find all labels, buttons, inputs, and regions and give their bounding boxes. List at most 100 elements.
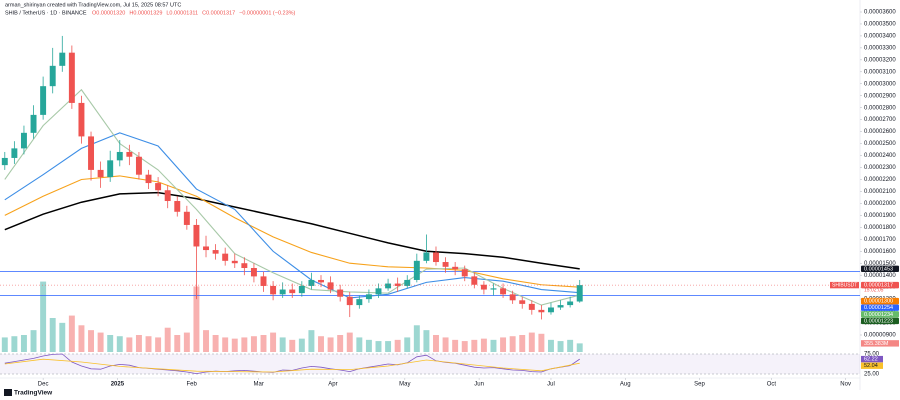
volume-bar (289, 339, 296, 352)
volume-bar (20, 335, 27, 352)
x-tick-label: 2025 (111, 382, 125, 388)
price-label-box (861, 311, 899, 318)
candle-body (509, 294, 516, 301)
y-tick-label: 0.00002500 (864, 141, 896, 147)
moving-average (4, 88, 580, 306)
y-tick-label: 0.00002900 (864, 93, 896, 99)
y-tick-label: 0.00002300 (864, 165, 896, 171)
x-tick-label: Feb (186, 382, 197, 388)
volume-bar (480, 338, 487, 352)
volume-bar (49, 318, 56, 352)
candle-body (231, 260, 238, 264)
candle-body (174, 201, 181, 212)
candle-body (576, 285, 583, 302)
attribution: arman_shirinyan created with TradingView… (5, 2, 181, 8)
candle-body (203, 246, 209, 251)
candle-body (241, 263, 248, 269)
candle-body (327, 282, 334, 290)
candle-body (260, 276, 267, 286)
volume-label-box (861, 340, 899, 347)
candle-body (442, 262, 449, 267)
price-label: 0.00001223 (864, 318, 893, 324)
x-tick-label: Aug (620, 382, 631, 388)
x-tick-label: Dec (38, 382, 49, 388)
candle-body (423, 252, 430, 261)
volume-bar (174, 335, 181, 352)
volume-bar (298, 338, 305, 352)
volume-bar (337, 335, 344, 352)
volume-bar (375, 341, 382, 352)
x-tick-label: Jun (474, 382, 484, 388)
ohlc-value: O0.00001320 (92, 10, 125, 16)
y-tick-label: 0.00001700 (864, 237, 896, 243)
y-tick-label: 0.00003000 (864, 81, 896, 87)
volume-bar (365, 339, 372, 352)
y-tick-label: 0.00001400 (864, 273, 896, 279)
y-tick-label: 0.00001600 (864, 249, 896, 255)
candle-body (164, 190, 171, 202)
volume-bar (557, 341, 564, 352)
volume-bar (442, 337, 449, 352)
candle-body (40, 86, 47, 115)
candle-body (346, 296, 353, 306)
volume-bar (183, 332, 190, 352)
y-tick-label: 0.00000900 (864, 333, 896, 339)
price-label: 0.00001234 (864, 312, 893, 318)
y-tick-label: 0.00001800 (864, 225, 896, 231)
x-tick-label: Mar (254, 382, 264, 388)
price-label: 0.00001300 (864, 299, 893, 305)
volume-bar (88, 330, 95, 352)
volume-bar (40, 281, 47, 352)
price-label-box (861, 317, 899, 325)
volume-bar (145, 336, 152, 352)
price-label-box (861, 265, 899, 273)
price-label: 0.00001317 (864, 283, 893, 289)
y-tick-label: 0.00001500 (864, 261, 896, 267)
candle-body (145, 174, 152, 184)
y-tick-label: 0.00003100 (864, 69, 896, 75)
candle-body (461, 269, 468, 277)
y-tick-label: 0.00003500 (864, 22, 896, 28)
y-tick-label: 0.00002800 (864, 105, 896, 111)
ohlc-value: H0.00001329 (129, 10, 162, 16)
moving-average (4, 132, 580, 299)
candle-body (318, 279, 324, 283)
price-label: 0.00001254 (864, 305, 893, 311)
y-tick-label: 0.00003200 (864, 57, 896, 63)
rsi-tick-label: 25.00 (864, 372, 880, 378)
volume-bar (500, 337, 507, 352)
candle-body (567, 301, 574, 306)
volume-bar (30, 330, 37, 352)
candle-body (193, 224, 200, 247)
volume-bar (59, 322, 66, 352)
volume-bar (538, 333, 545, 352)
y-tick-label: 0.00002700 (864, 117, 896, 123)
candle-body (375, 288, 382, 295)
candle-body (155, 183, 162, 191)
x-tick-label: Oct (767, 382, 777, 388)
candle-body (404, 279, 411, 286)
volume-bar (394, 339, 401, 352)
price-label-box (861, 304, 899, 311)
volume-bar (203, 330, 209, 352)
symbol-tag-box (830, 281, 859, 289)
y-tick-label: 0.00002200 (864, 177, 896, 183)
volume-bar (97, 332, 104, 352)
moving-average (4, 191, 580, 270)
volume-bar (308, 330, 315, 352)
candle-body (413, 260, 420, 280)
candle-body (308, 279, 315, 286)
volume-bar (433, 335, 439, 352)
candle-body (433, 252, 439, 263)
volume-bar (461, 341, 468, 352)
volume-bar (490, 339, 497, 352)
y-tick-label: 0.00002400 (864, 153, 896, 159)
volume-bar (567, 339, 574, 352)
volume-bar (250, 336, 257, 352)
symbol-tag: SHIBUSDT (832, 282, 857, 288)
volume-bar (241, 337, 248, 352)
rsi-label-box (861, 362, 883, 369)
y-tick-label: 0.00003600 (864, 10, 896, 16)
rsi-tick-label: 75.00 (864, 352, 880, 358)
